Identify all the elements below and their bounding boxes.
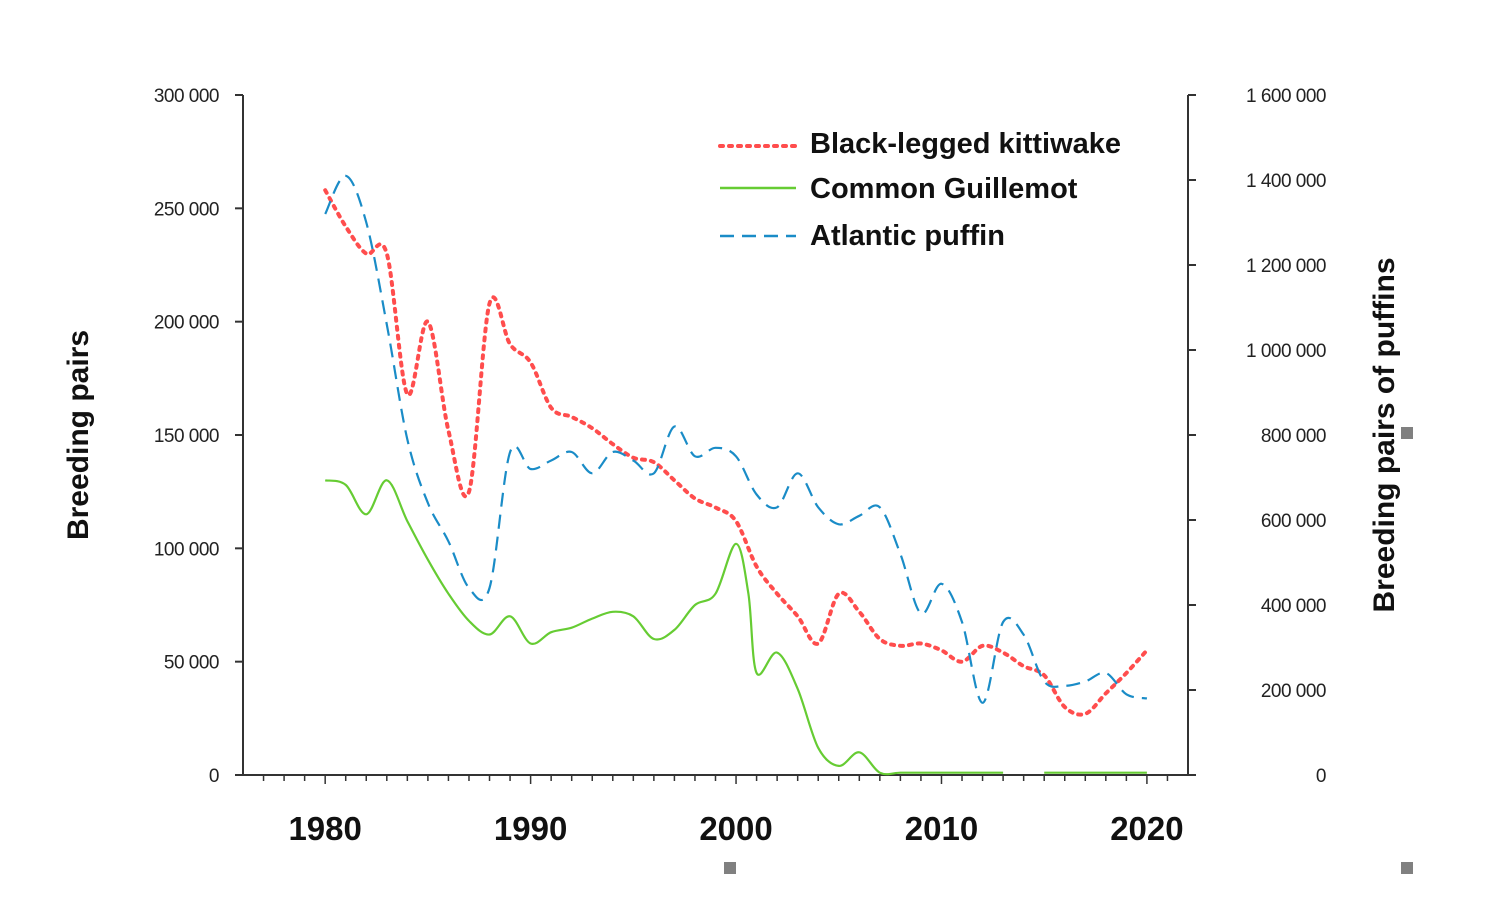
right-tick-label: 1 600 000: [1246, 86, 1326, 107]
right-tick-label: 1 200 000: [1246, 256, 1326, 277]
left-tick-label: 250 000: [154, 199, 219, 220]
x-tick-label: 1980: [288, 810, 361, 847]
legend-label-puffin: Atlantic puffin: [810, 220, 1005, 252]
left-tick-label: 200 000: [154, 313, 219, 334]
left-tick-label: 300 000: [154, 86, 219, 107]
legend: Black-legged kittiwake Common Guillemot …: [718, 128, 1121, 252]
series-layer: [323, 174, 1149, 776]
right-tick-label: 200 000: [1261, 681, 1326, 702]
y2-axis-label: Breeding pairs of puffins: [1368, 257, 1401, 612]
x-tick-label: 1990: [494, 810, 567, 847]
left-tick-label: 50 000: [164, 653, 219, 674]
series-puffin-line: [324, 174, 1148, 704]
x-axis-ticks: 1980 1990 2000 2010 2020: [262, 775, 1184, 847]
x-tick-label: 2020: [1110, 810, 1183, 847]
right-tick-label: 400 000: [1261, 596, 1326, 617]
left-tick-label: 150 000: [154, 426, 219, 447]
right-tick-label: 600 000: [1261, 511, 1326, 532]
left-axis-ticks: 0 50 000 100 000 150 000 200 000 250 000 300 0…: [154, 86, 243, 787]
right-tick-label: 1 000 000: [1246, 341, 1326, 362]
legend-label-guillemot: Common Guillemot: [810, 173, 1078, 205]
right-tick-label: 800 000: [1261, 426, 1326, 447]
right-axis-ticks: 0 200 000 400 000 600 000 800 000 1 000 000 1 …: [1188, 86, 1327, 787]
left-tick-label: 0: [209, 766, 219, 787]
resize-handle-bottom[interactable]: [724, 862, 736, 874]
series-kittiwake-line: [323, 188, 1149, 717]
resize-handle-corner[interactable]: [1401, 862, 1413, 874]
legend-label-kittiwake: Black-legged kittiwake: [810, 128, 1121, 160]
right-tick-label: 0: [1316, 766, 1326, 787]
resize-handle-right[interactable]: [1401, 427, 1413, 439]
x-tick-label: 2000: [699, 810, 772, 847]
series-guillemot-line: [324, 479, 1004, 776]
y-axis-label: Breeding pairs: [62, 330, 95, 540]
right-tick-label: 1 400 000: [1246, 171, 1326, 192]
left-tick-label: 100 000: [154, 539, 219, 560]
x-tick-label: 2010: [905, 810, 978, 847]
